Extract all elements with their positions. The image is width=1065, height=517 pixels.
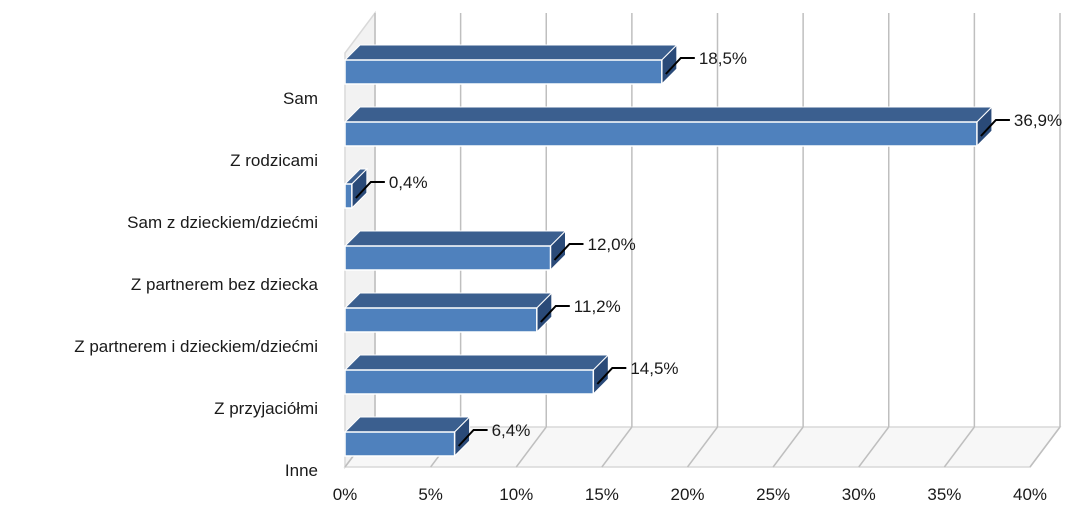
data-label: 6,4% [492,421,531,440]
gridline-floor [943,426,975,468]
category-label: Z rodzicami [230,151,318,170]
bars [343,43,994,458]
data-label: 14,5% [630,359,678,378]
x-tick-label: 5% [418,485,443,504]
leader-line [980,119,1010,137]
category-label: Z przyjaciółmi [214,399,318,418]
x-tick-label: 25% [756,485,790,504]
gridline-floor [515,426,547,468]
gridline-floor [1029,426,1061,468]
data-label: 0,4% [389,173,428,192]
x-tick-label: 30% [842,485,876,504]
bar-top [343,292,554,309]
x-tick-label: 15% [585,485,619,504]
bar [344,121,978,147]
leader-line [540,305,570,323]
gridline-floor [686,426,719,468]
bar-top [343,354,610,371]
bar [344,369,595,395]
bar [344,307,538,333]
category-labels: Sam Z rodzicami Sam z dzieckiem/dziećmi Z p… [74,89,318,480]
x-tick-label: 20% [670,485,704,504]
bar-top [343,416,471,433]
data-label: 12,0% [588,235,636,254]
category-label: Sam [283,89,318,108]
bar [344,183,353,209]
label-leaders [355,57,1010,447]
bar-top [343,106,994,123]
leader-line [596,367,627,385]
category-label: Sam z dzieckiem/dziećmi [127,213,318,232]
leader-line [553,243,584,261]
bar [344,431,456,457]
leader-line [665,57,695,75]
gridline-floor [772,426,804,468]
data-label: 36,9% [1014,111,1062,130]
gridline-floor [601,426,633,468]
category-label: Inne [285,461,318,480]
bar [344,245,552,271]
category-label: Z partnerem i dzieckiem/dziećmi [74,337,318,356]
data-label: 18,5% [699,49,747,68]
bar-top [343,44,679,61]
x-axis-ticks: 0% 5% 10% 15% 20% 25% 30% 35% 40% [333,485,1047,504]
leader-line [355,181,385,199]
data-labels: 18,5% 36,9% 0,4% 12,0% 11,2% 14,5% 6,4% [389,49,1062,440]
leader-line [457,429,488,447]
bar [344,59,663,85]
data-label: 11,2% [574,297,621,316]
x-tick-label: 0% [333,485,358,504]
category-label: Z partnerem bez dziecka [131,275,319,294]
gridline-floor [858,426,890,468]
x-tick-label: 40% [1013,485,1047,504]
x-tick-label: 35% [927,485,961,504]
bar-top [343,230,567,247]
x-tick-label: 10% [499,485,533,504]
